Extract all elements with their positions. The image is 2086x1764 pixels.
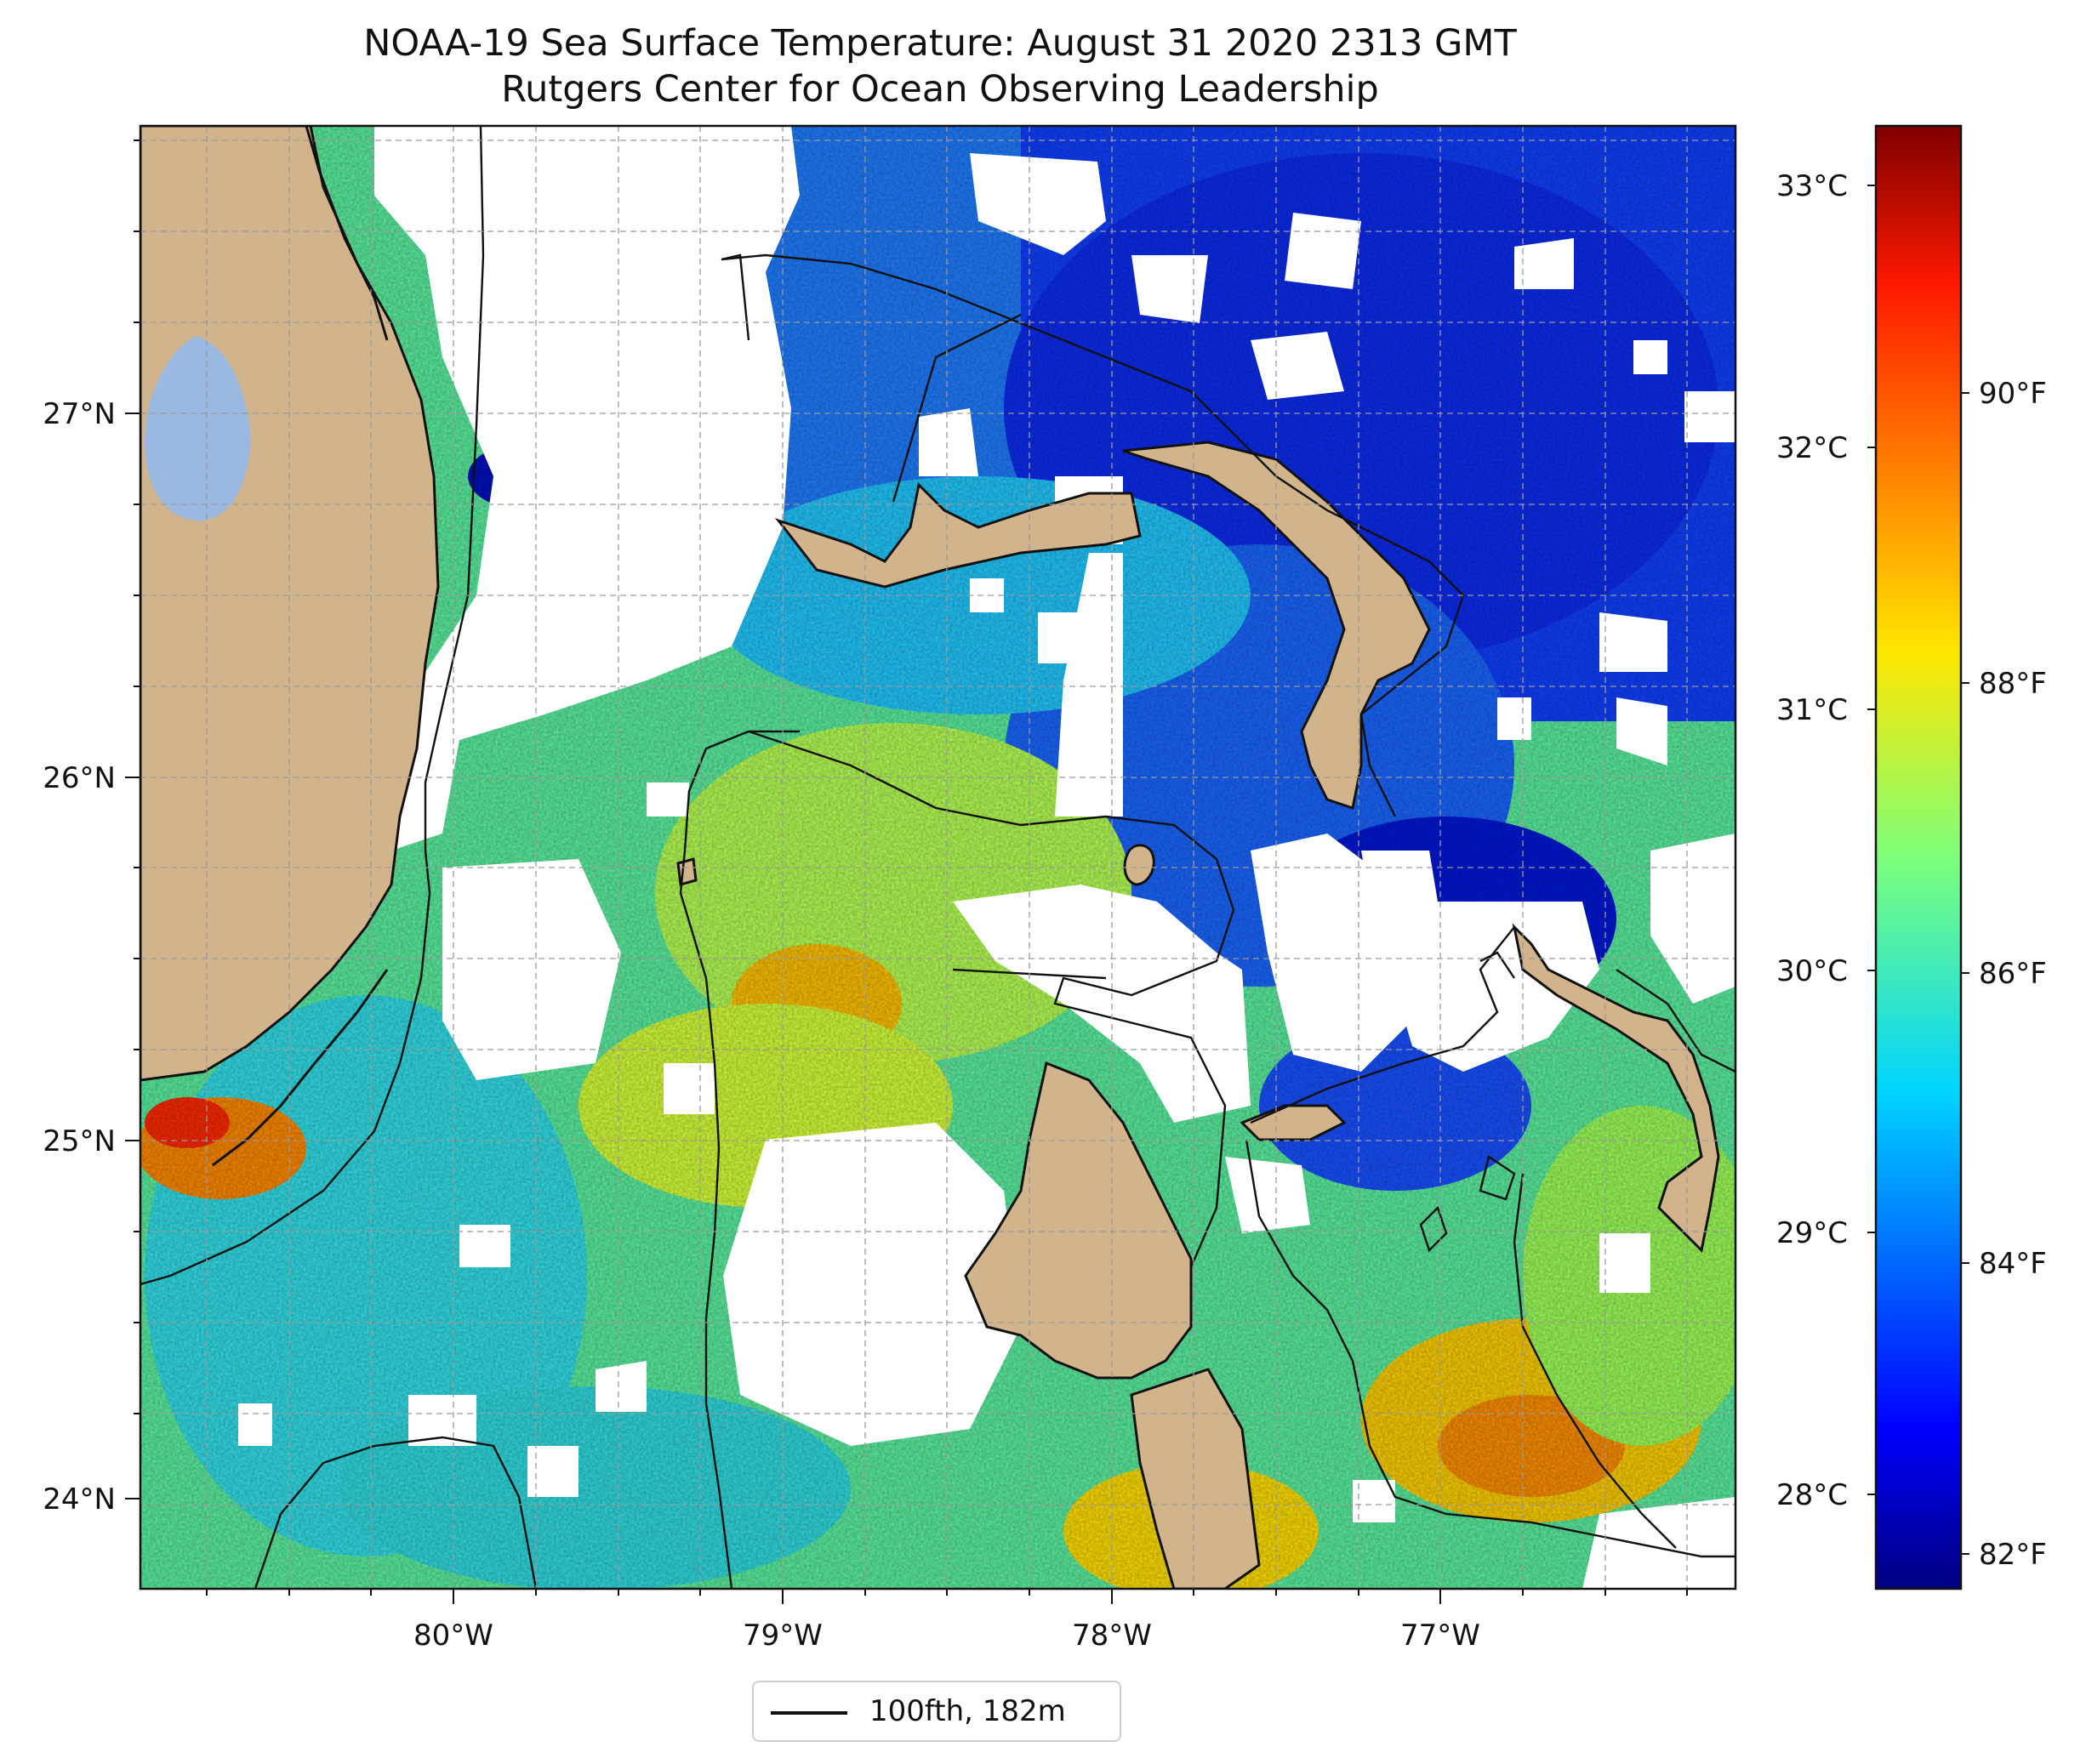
andros-island-south: [1130, 1368, 1261, 1589]
legend-line-swatch: [771, 1711, 847, 1715]
lat-label-24n: 24°N: [43, 1482, 116, 1516]
abaco-islands: [1122, 441, 1431, 810]
lat-label-25n: 25°N: [43, 1124, 116, 1158]
lake-okeechobee: [145, 336, 251, 521]
bimini-islands: [676, 857, 698, 886]
lon-label-80w: 80°W: [413, 1619, 493, 1653]
colorbar-label-30c: 30°C: [1776, 954, 1848, 988]
map-frame: [139, 124, 1737, 1590]
berry-islands: [1123, 844, 1155, 886]
colorbar-label-28c: 28°C: [1776, 1478, 1848, 1512]
title-line-2: Rutgers Center for Ocean Observing Leade…: [501, 68, 1379, 111]
andros-island-north: [964, 1061, 1193, 1380]
map-area: [140, 126, 1735, 1589]
colorbar-label-33c: 33°C: [1776, 169, 1848, 203]
eleuthera-island: [1512, 923, 1720, 1254]
florida-barrier-coast: [305, 126, 389, 341]
lon-label-79w: 79°W: [743, 1619, 823, 1653]
colorbar-label-32c: 32°C: [1776, 431, 1848, 465]
colorbar-label-88f: 88°F: [1979, 667, 2047, 701]
colorbar-label-82f: 82°F: [1979, 1538, 2047, 1572]
legend-label: 100fth, 182m: [869, 1694, 1066, 1728]
colorbar: [1874, 124, 1963, 1590]
graticule: [140, 126, 1735, 1589]
chart-title: NOAA-19 Sea Surface Temperature: August …: [140, 20, 1740, 112]
axis-ticks: [125, 139, 1688, 1604]
colorbar-label-86f: 86°F: [1979, 957, 2047, 991]
grand-bahama-island: [774, 481, 1142, 589]
florida-keys: [212, 969, 389, 1167]
lon-label-78w: 78°W: [1072, 1619, 1152, 1653]
title-line-1: NOAA-19 Sea Surface Temperature: August …: [363, 22, 1517, 65]
colorbar-label-90f: 90°F: [1979, 377, 2047, 411]
colorbar-label-84f: 84°F: [1979, 1247, 2047, 1281]
lat-label-27n: 27°N: [43, 397, 116, 431]
lon-label-77w: 77°W: [1400, 1619, 1480, 1653]
colorbar-label-31c: 31°C: [1776, 693, 1848, 727]
colorbar-ticks: [1867, 185, 1969, 1555]
legend: 100fth, 182m: [752, 1681, 1121, 1742]
colorbar-label-29c: 29°C: [1776, 1216, 1848, 1250]
lat-label-26n: 26°N: [43, 761, 116, 795]
isobath-100fth: [140, 126, 1735, 1589]
